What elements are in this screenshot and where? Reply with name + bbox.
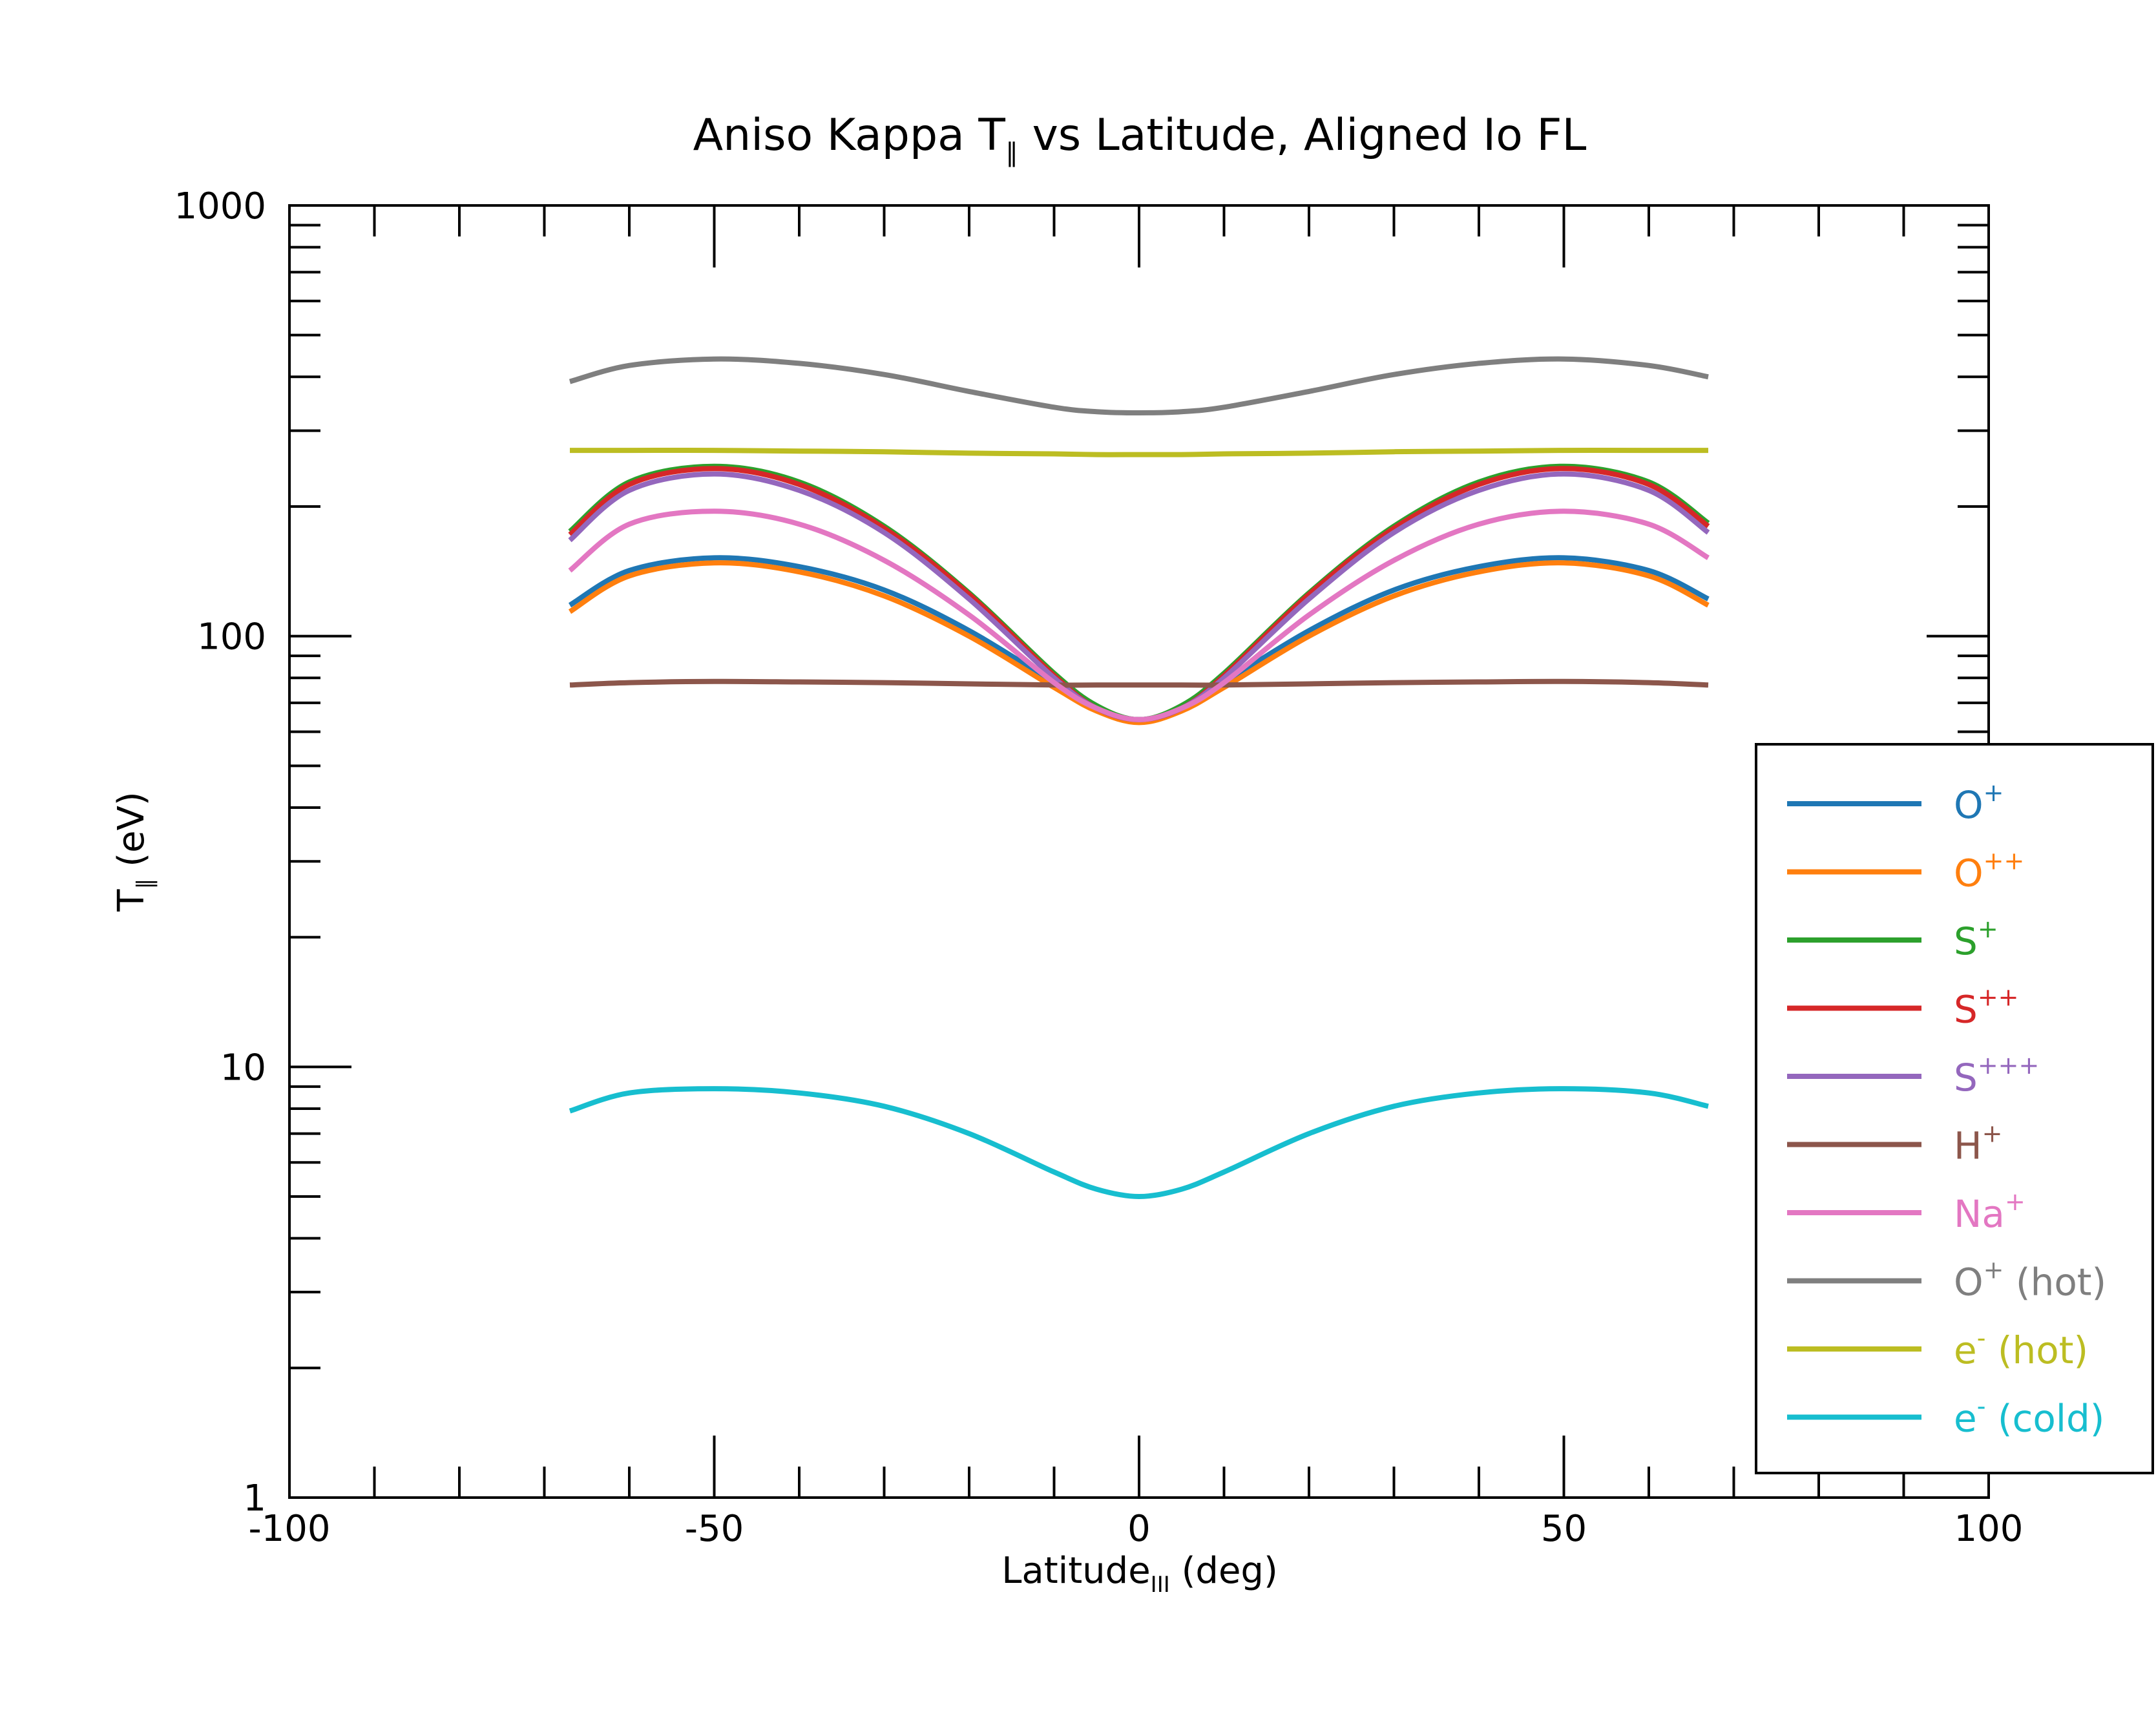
- legend-entry-2: S+: [1787, 915, 1998, 963]
- legend-entry-1: O++: [1787, 847, 2024, 895]
- legend-entry-5: H+: [1787, 1120, 2002, 1168]
- y-axis-label: T∥ (eV): [110, 791, 158, 912]
- chart-title: Aniso Kappa T∥ vs Latitude, Aligned Io F…: [693, 110, 1587, 168]
- legend: O+ O++ S+ S++ S+++ H+ Na+ O+ (hot) e- (hot) e- (c…: [1755, 743, 2154, 1474]
- y-tick-label-2: 100: [197, 616, 266, 658]
- legend-label-9: e- (cold): [1954, 1392, 2104, 1441]
- legend-entry-8: e- (hot): [1787, 1324, 2088, 1372]
- legend-entry-9: e- (cold): [1787, 1392, 2104, 1441]
- legend-label-8: e- (hot): [1954, 1324, 2088, 1372]
- legend-entry-4: S+++: [1787, 1051, 2039, 1100]
- x-tick-label-4: 100: [1954, 1508, 2024, 1550]
- legend-label-0: O+: [1954, 779, 2004, 827]
- legend-label-4: S+++: [1954, 1051, 2039, 1100]
- series-line-7: [569, 356, 1709, 415]
- legend-label-6: Na+: [1954, 1187, 2025, 1236]
- series-line-9: [569, 1086, 1709, 1199]
- y-tick-label-0: 1: [243, 1478, 266, 1520]
- legend-label-2: S+: [1954, 915, 1998, 963]
- legend-label-5: H+: [1954, 1120, 2002, 1168]
- x-axis-label: LatitudeIII (deg): [1001, 1550, 1278, 1598]
- legend-entry-3: S++: [1787, 983, 2019, 1032]
- x-tick-label-2: 0: [1127, 1508, 1151, 1550]
- x-tick-label-1: -50: [685, 1508, 744, 1550]
- series-line-5: [569, 678, 1709, 688]
- series-line-6: [568, 508, 1710, 722]
- x-tick-label-3: 50: [1541, 1508, 1587, 1550]
- series-line-1: [568, 560, 1710, 726]
- series-line-8: [569, 448, 1708, 457]
- legend-label-7: O+ (hot): [1954, 1256, 2106, 1304]
- legend-entry-7: O+ (hot): [1787, 1256, 2106, 1304]
- legend-entry-6: Na+: [1787, 1187, 2025, 1236]
- series-lines: [568, 356, 1710, 1199]
- legend-label-3: S++: [1954, 983, 2019, 1032]
- y-tick-label-1: 10: [220, 1047, 266, 1089]
- legend-entry-0: O+: [1787, 779, 2004, 827]
- x-tick-label-0: -100: [248, 1508, 330, 1550]
- legend-label-1: O++: [1954, 847, 2024, 895]
- y-tick-label-3: 1000: [174, 185, 266, 227]
- axis-tick-labels: -100 -50 0 50 100 1 10 100 1000: [174, 185, 2023, 1550]
